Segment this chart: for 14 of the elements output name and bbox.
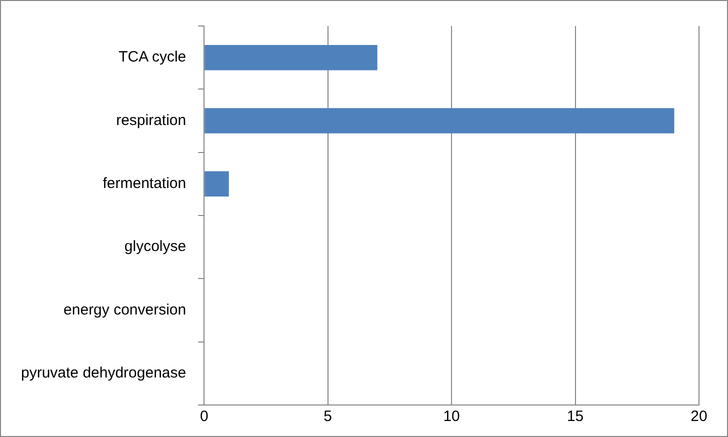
bar: [204, 171, 229, 197]
y-tick-label: respiration: [116, 112, 186, 129]
x-tick-label: 5: [324, 408, 332, 426]
y-tick-label: fermentation: [102, 175, 186, 192]
x-tick-label: 20: [690, 408, 708, 426]
y-tick-label: energy conversion: [64, 301, 186, 318]
x-tick-label: 15: [566, 408, 584, 426]
x-tick-label: 10: [443, 408, 460, 426]
y-tick-label: TCA cycle: [118, 48, 186, 66]
y-tick-label: pyruvate dehydrogenase: [20, 364, 186, 382]
bar: [204, 108, 674, 134]
y-tick-label: glycolyse: [124, 238, 186, 256]
bar: [204, 44, 378, 70]
x-tick-label: 0: [200, 408, 208, 426]
